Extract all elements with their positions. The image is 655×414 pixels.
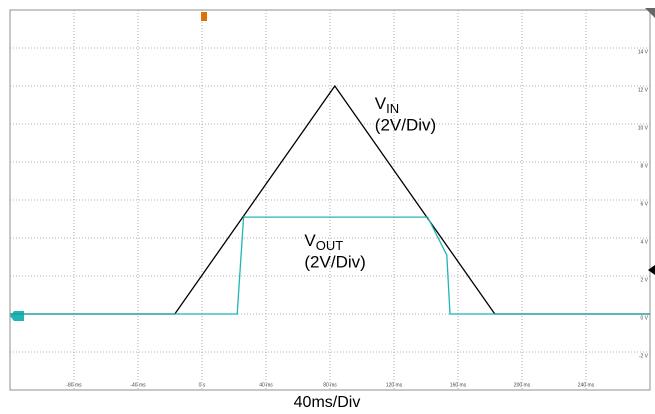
annotation-subscript: OUT [316,238,344,253]
annotation-subscript: IN [386,101,399,116]
x-tick-label: 240 ms [578,382,595,388]
series-line [10,216,650,315]
y-tick-label: 4 V [640,239,648,245]
annotation: VIN [375,94,399,116]
y-tick-label: 14 V [638,49,649,55]
y-tick-label: 6 V [640,201,648,207]
x-tick-label: 0 s [199,382,206,388]
trigger-marker [201,12,207,21]
x-tick-label: -80 ms [66,382,82,388]
annotation-text: V [304,231,316,250]
annotation: VOUT [304,231,343,253]
channel-marker [10,311,24,321]
x-tick-label: 200 ms [514,382,531,388]
x-tick-label: 120 ms [386,382,403,388]
y-tick-label: 10 V [638,125,649,131]
annotation-note: (2V/Div) [304,252,365,271]
annotation-text: V [375,94,387,113]
y-tick-label: 0 V [640,315,648,321]
x-tick-label: -40 ms [130,382,146,388]
y-tick-label: -2 V [639,353,649,359]
x-tick-label: 40 ms [259,382,273,388]
y-tick-label: 12 V [638,87,649,93]
y-tick-label: 8 V [640,163,648,169]
annotation-note: (2V/Div) [375,115,436,134]
x-tick-label: 80 ms [323,382,337,388]
y-tick-label: 2 V [640,277,648,283]
level-marker [648,265,655,275]
x-axis-label: 40ms/Div [294,394,361,411]
x-tick-label: 160 ms [450,382,467,388]
corner-marker [645,8,655,18]
